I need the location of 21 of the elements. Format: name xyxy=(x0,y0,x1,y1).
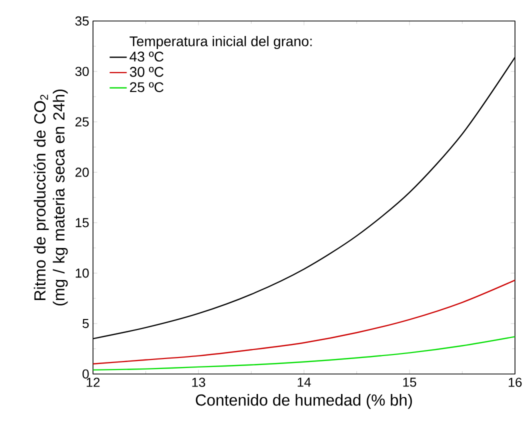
y-tick-label: 10 xyxy=(76,268,89,278)
x-tick-label: 13 xyxy=(192,378,206,387)
y-tick-label: 15 xyxy=(76,218,89,228)
line-series xyxy=(93,280,515,364)
legend-label: 43 ºC xyxy=(130,52,164,62)
x-tick-label: 14 xyxy=(298,378,311,387)
y-axis-title: Ritmo de producción de CO$_{2}$ (mg / kg materia seca en 24h) xyxy=(34,90,68,306)
x-tick-label: 12 xyxy=(86,378,100,387)
legend-title: Temperatura inicial del grano: xyxy=(130,36,312,50)
y-tick-label: 30 xyxy=(75,66,89,76)
legend-label: 30 ºC xyxy=(130,66,164,77)
y-tick-label: 35 xyxy=(75,16,89,26)
y-tick-label: 0 xyxy=(82,369,89,379)
x-tick-label: 16 xyxy=(508,378,522,387)
line-series xyxy=(93,336,515,371)
legend-label: 25 ºC xyxy=(130,82,164,92)
y-tick-label: 20 xyxy=(75,168,89,177)
y-tick-label: 5 xyxy=(82,319,89,328)
x-axis-title: Contenido de humedad (% bh) xyxy=(196,394,412,409)
x-tick-label: 15 xyxy=(403,378,416,387)
y-tick-label: 25 xyxy=(75,117,89,126)
